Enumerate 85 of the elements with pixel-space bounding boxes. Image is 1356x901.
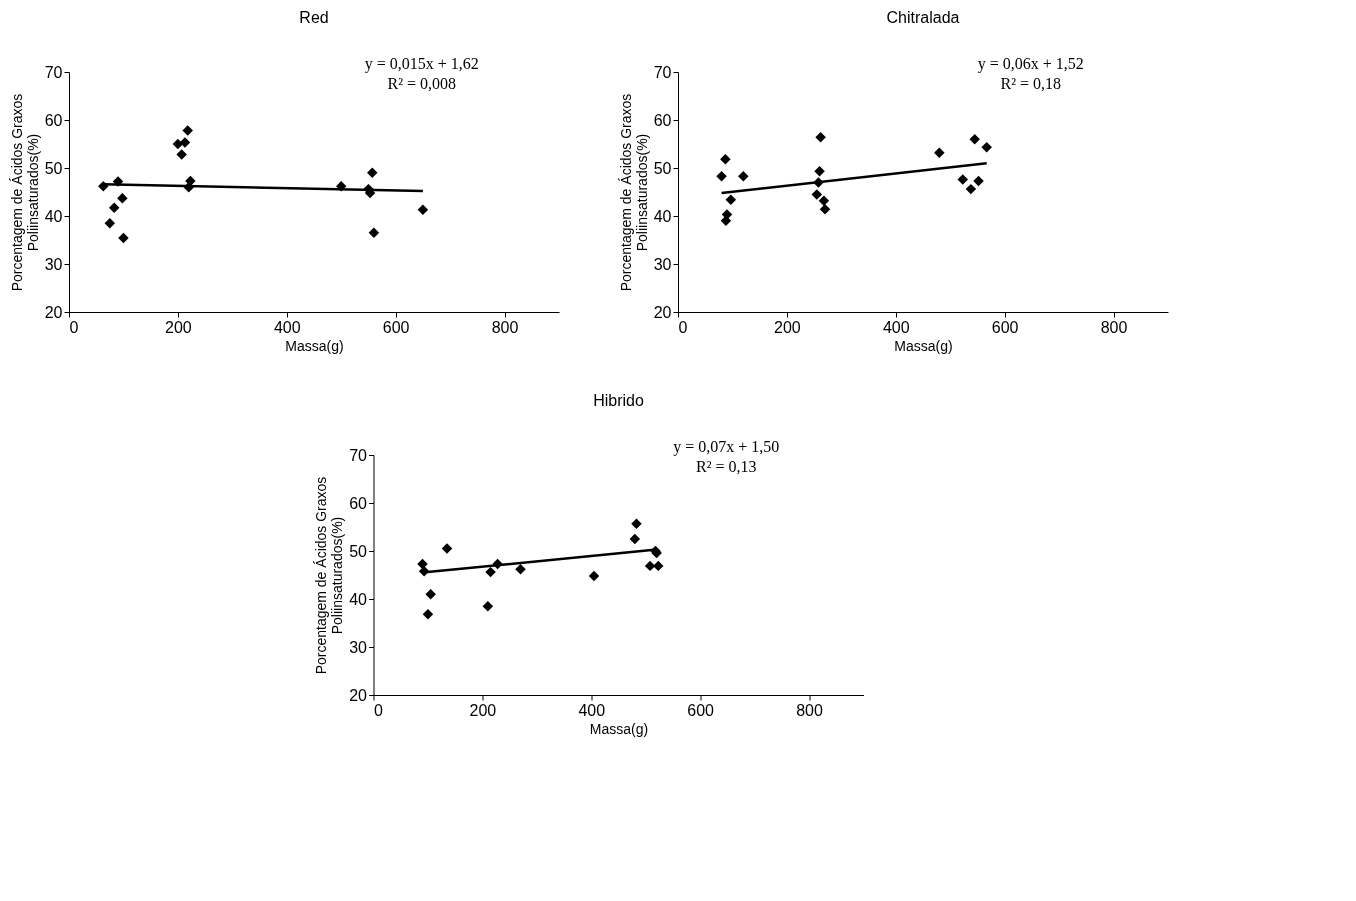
y-tick-label: 20 (44, 303, 63, 321)
point (653, 560, 664, 572)
point (104, 217, 116, 229)
x-tick-label: 200 (774, 318, 801, 336)
point (417, 204, 429, 215)
y-tick-label: 20 (653, 303, 672, 321)
point (176, 149, 187, 160)
point (738, 170, 749, 182)
x-tick-label: 400 (578, 701, 606, 719)
text: y = 0,07x + 1,50 (673, 438, 780, 456)
y-tick-label: 20 (349, 686, 368, 704)
point (117, 193, 128, 204)
point (644, 560, 656, 572)
point (108, 202, 120, 214)
point (934, 147, 945, 158)
point (425, 588, 436, 600)
y-tick-label: 60 (653, 111, 672, 129)
x-axis-title: Massa(g) (285, 337, 344, 354)
y-tick-label: 40 (44, 207, 63, 225)
point (981, 142, 992, 153)
point (441, 543, 453, 554)
y-axis-title: Porcentagem de Ácidos Graxos Poliinsaturados(%) (8, 93, 41, 292)
y-tick-label: 50 (44, 159, 63, 177)
chart-title: Red (299, 9, 329, 26)
y-tick-label: 40 (349, 590, 368, 608)
point (631, 518, 642, 529)
chart-title: Hibrido (593, 392, 644, 409)
x-tick-label: 200 (165, 318, 192, 336)
point (629, 533, 641, 545)
y-tick-label: 70 (653, 63, 672, 81)
point (515, 564, 526, 575)
point (815, 132, 826, 143)
y-tick-label: 30 (44, 255, 63, 273)
point (819, 204, 831, 215)
point (182, 125, 193, 136)
y-axis-title: Porcentagem de Ácidos Graxos Poliinsaturados(%) (313, 476, 346, 675)
x-tick-label: 600 (687, 701, 715, 719)
x-axis-title: Massa(g) (589, 720, 649, 737)
point (485, 566, 496, 578)
point (725, 194, 737, 205)
point (482, 600, 494, 612)
point (969, 133, 980, 145)
x-tick-label: 800 (1100, 318, 1128, 336)
point (957, 174, 968, 185)
annotation: R² = 0,18 (1000, 75, 1062, 92)
x-tick-label: 0 (69, 318, 79, 336)
text: y = 0,015x + 1,62 (364, 55, 479, 73)
x-tick-label: 200 (469, 701, 497, 719)
annotation: R² = 0,008 (387, 75, 457, 92)
point (368, 227, 380, 239)
y-axis-title: Porcentagem de Ácidos Graxos Poliinsaturados(%) (617, 93, 650, 292)
x-tick-label: 0 (374, 701, 383, 719)
point (179, 137, 191, 148)
y-tick-label: 60 (349, 494, 368, 512)
point (716, 170, 727, 182)
point (818, 195, 830, 206)
point (367, 167, 378, 179)
x-tick-label: 600 (382, 318, 410, 336)
y-tick-label: 70 (349, 446, 368, 464)
point (814, 166, 825, 177)
y-tick-label: 30 (653, 255, 672, 273)
y-tick-label: 50 (349, 542, 368, 560)
text: y = 0,06x + 1,52 (977, 55, 1084, 73)
x-axis-title: Massa(g) (894, 337, 953, 354)
point (588, 570, 600, 582)
x-tick-label: 400 (273, 318, 301, 336)
y-tick-label: 50 (653, 159, 672, 177)
point (118, 232, 129, 244)
x-tick-label: 0 (678, 318, 688, 336)
point (811, 189, 823, 200)
point (720, 154, 731, 165)
x-tick-label: 600 (991, 318, 1019, 336)
x-tick-label: 800 (796, 701, 823, 719)
annotation: R² = 0,13 (696, 458, 757, 475)
point (965, 183, 977, 195)
y-tick-label: 30 (349, 638, 368, 656)
y-tick-label: 40 (653, 207, 672, 225)
y-tick-label: 70 (44, 63, 63, 81)
y-tick-label: 60 (44, 111, 63, 129)
x-tick-label: 800 (491, 318, 519, 336)
point (973, 175, 984, 187)
point (422, 609, 434, 620)
chart-title: Chitralada (886, 9, 960, 26)
x-tick-label: 400 (882, 318, 910, 336)
point (721, 209, 733, 220)
